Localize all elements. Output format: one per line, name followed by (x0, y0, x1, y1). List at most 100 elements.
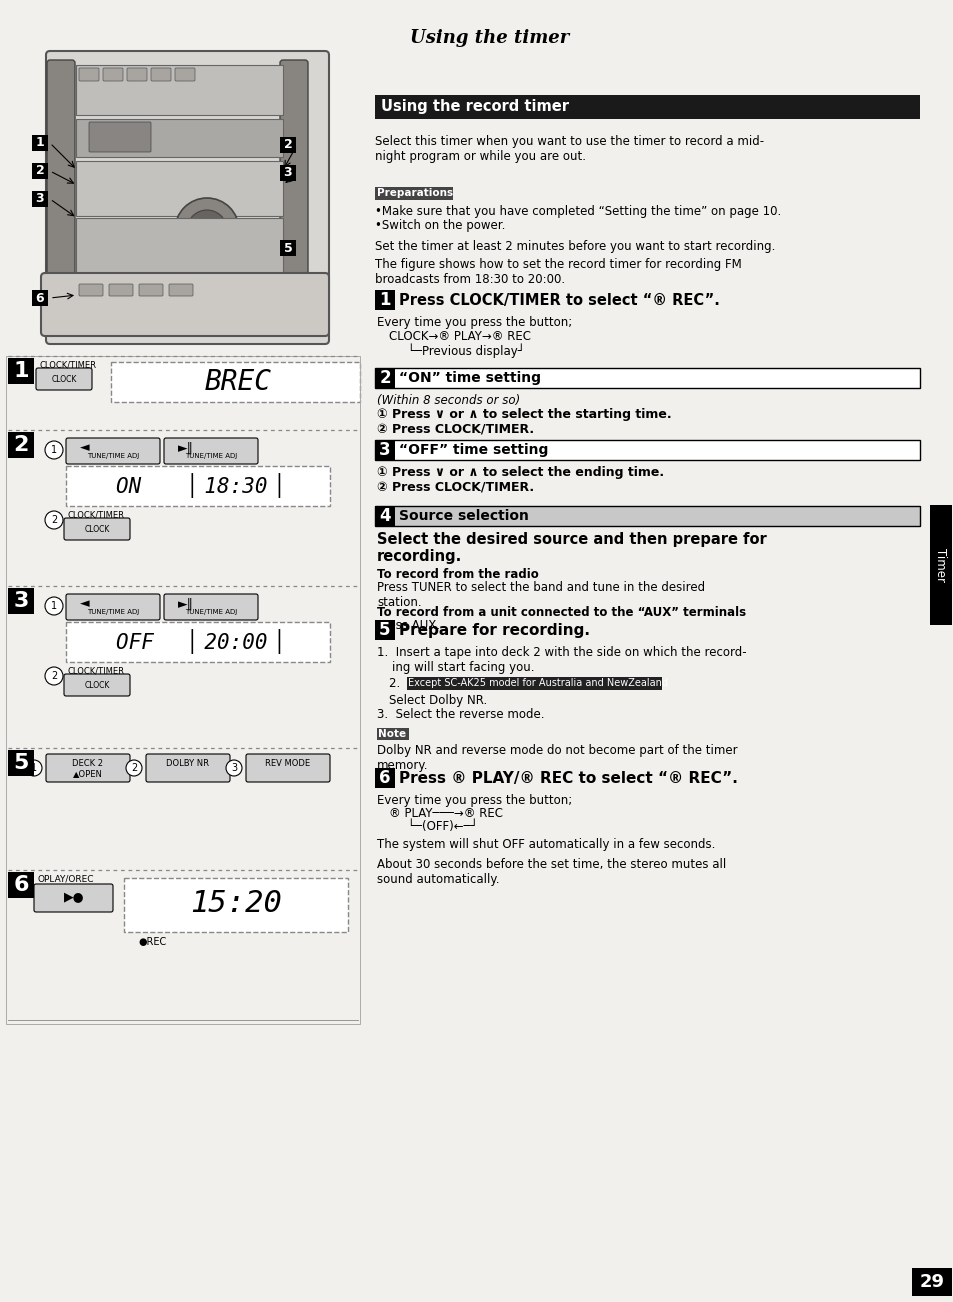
FancyBboxPatch shape (64, 674, 130, 697)
Text: ●REC: ●REC (138, 937, 166, 947)
Text: To record from a unit connected to the “AUX” terminals: To record from a unit connected to the “… (376, 605, 745, 618)
FancyBboxPatch shape (375, 187, 453, 201)
Text: 15:20: 15:20 (190, 889, 282, 918)
FancyBboxPatch shape (375, 506, 919, 526)
Text: (Within 8 seconds or so): (Within 8 seconds or so) (376, 395, 519, 408)
Text: CLOCK/TIMER: CLOCK/TIMER (68, 667, 125, 674)
Circle shape (45, 667, 63, 685)
Circle shape (126, 760, 142, 776)
Text: CLOCK: CLOCK (84, 681, 110, 690)
Text: 2: 2 (283, 138, 292, 151)
FancyBboxPatch shape (66, 437, 160, 464)
FancyBboxPatch shape (280, 137, 295, 154)
Text: ►‖: ►‖ (178, 598, 193, 611)
Text: Press TUNER to select the band and tune in the desired
station.: Press TUNER to select the band and tune … (376, 581, 704, 609)
Text: 2: 2 (35, 164, 45, 177)
Text: Timer: Timer (934, 548, 946, 582)
Text: TUNE/TIME ADJ: TUNE/TIME ADJ (185, 453, 237, 460)
Text: BREC: BREC (204, 368, 272, 396)
FancyBboxPatch shape (124, 878, 348, 932)
Text: 3.  Select the reverse mode.: 3. Select the reverse mode. (376, 708, 544, 721)
Text: ② Press CLOCK/TIMER.: ② Press CLOCK/TIMER. (376, 480, 534, 493)
FancyBboxPatch shape (151, 68, 171, 81)
FancyBboxPatch shape (76, 118, 283, 158)
FancyBboxPatch shape (76, 217, 283, 273)
Text: Press CLOCK/TIMER to select “® REC”.: Press CLOCK/TIMER to select “® REC”. (398, 293, 720, 307)
Text: Set the timer at least 2 minutes before you want to start recording.: Set the timer at least 2 minutes before … (375, 240, 775, 253)
FancyBboxPatch shape (8, 750, 34, 776)
Text: OPLAY/OREC: OPLAY/OREC (38, 874, 94, 883)
Text: ② Press CLOCK/TIMER.: ② Press CLOCK/TIMER. (376, 422, 534, 435)
FancyBboxPatch shape (407, 677, 661, 690)
Text: CLOCK: CLOCK (84, 525, 110, 534)
FancyBboxPatch shape (41, 273, 329, 336)
FancyBboxPatch shape (246, 754, 330, 783)
FancyBboxPatch shape (911, 1268, 951, 1295)
Text: 3: 3 (231, 763, 236, 773)
Text: ►‖: ►‖ (178, 441, 193, 454)
Text: DOLBY NR: DOLBY NR (167, 759, 210, 767)
Text: Every time you press the button;: Every time you press the button; (376, 316, 572, 329)
Text: TUNE/TIME ADJ: TUNE/TIME ADJ (87, 609, 139, 615)
FancyBboxPatch shape (76, 161, 283, 216)
Text: ◄: ◄ (80, 441, 90, 454)
FancyBboxPatch shape (89, 122, 151, 152)
Text: 6: 6 (379, 769, 391, 786)
FancyBboxPatch shape (46, 754, 130, 783)
Text: 6: 6 (13, 875, 29, 894)
Text: CLOCK/TIMER: CLOCK/TIMER (40, 359, 97, 368)
Text: 2: 2 (378, 368, 391, 387)
Text: 1: 1 (35, 137, 45, 150)
Text: 3: 3 (283, 167, 292, 180)
Text: •Switch on the power.: •Switch on the power. (375, 219, 505, 232)
FancyBboxPatch shape (109, 284, 132, 296)
Text: CLOCK: CLOCK (51, 375, 76, 384)
Text: ON    ▏18:30▕: ON ▏18:30▕ (116, 474, 280, 499)
FancyBboxPatch shape (127, 68, 147, 81)
Text: ① Press ∨ or ∧ to select the starting time.: ① Press ∨ or ∧ to select the starting ti… (376, 408, 671, 421)
Text: 5: 5 (283, 241, 292, 254)
FancyBboxPatch shape (376, 728, 409, 740)
FancyBboxPatch shape (64, 518, 130, 540)
Text: The figure shows how to set the record timer for recording FM
broadcasts from 18: The figure shows how to set the record t… (375, 258, 741, 286)
Text: ◄: ◄ (80, 598, 90, 611)
Circle shape (26, 760, 42, 776)
Text: 1: 1 (51, 445, 57, 454)
FancyBboxPatch shape (164, 594, 257, 620)
Text: 1: 1 (379, 292, 391, 309)
Circle shape (226, 760, 242, 776)
Circle shape (45, 598, 63, 615)
FancyBboxPatch shape (375, 768, 395, 788)
Text: Except SC-AK25 model for Australia and NewZealand: Except SC-AK25 model for Australia and N… (408, 678, 667, 689)
Text: 2: 2 (131, 763, 137, 773)
FancyBboxPatch shape (46, 51, 329, 344)
Text: Using the timer: Using the timer (410, 29, 569, 47)
FancyBboxPatch shape (8, 872, 34, 898)
Text: 29: 29 (919, 1273, 943, 1292)
FancyBboxPatch shape (79, 284, 103, 296)
FancyBboxPatch shape (32, 191, 48, 207)
Text: 5: 5 (379, 621, 391, 639)
FancyBboxPatch shape (32, 163, 48, 178)
FancyBboxPatch shape (79, 68, 99, 81)
Text: REV MODE: REV MODE (265, 759, 311, 767)
Text: To record from the radio: To record from the radio (376, 568, 538, 581)
FancyBboxPatch shape (169, 284, 193, 296)
FancyBboxPatch shape (375, 95, 919, 118)
FancyBboxPatch shape (375, 440, 395, 460)
FancyBboxPatch shape (36, 368, 91, 391)
Text: 2: 2 (51, 516, 57, 525)
Text: Preparations: Preparations (376, 189, 453, 198)
Text: About 30 seconds before the set time, the stereo mutes all
sound automatically.: About 30 seconds before the set time, th… (376, 858, 725, 885)
FancyBboxPatch shape (375, 290, 395, 310)
FancyBboxPatch shape (76, 65, 283, 115)
Text: DECK 2: DECK 2 (72, 759, 103, 767)
FancyBboxPatch shape (375, 368, 395, 388)
Text: 1: 1 (13, 361, 29, 381)
Text: 3: 3 (378, 441, 391, 460)
FancyBboxPatch shape (280, 240, 295, 256)
FancyBboxPatch shape (47, 60, 75, 335)
Text: •Make sure that you have completed “Setting the time” on page 10.: •Make sure that you have completed “Sett… (375, 204, 781, 217)
Text: 2: 2 (13, 435, 29, 454)
Text: ▶●: ▶● (64, 892, 84, 905)
